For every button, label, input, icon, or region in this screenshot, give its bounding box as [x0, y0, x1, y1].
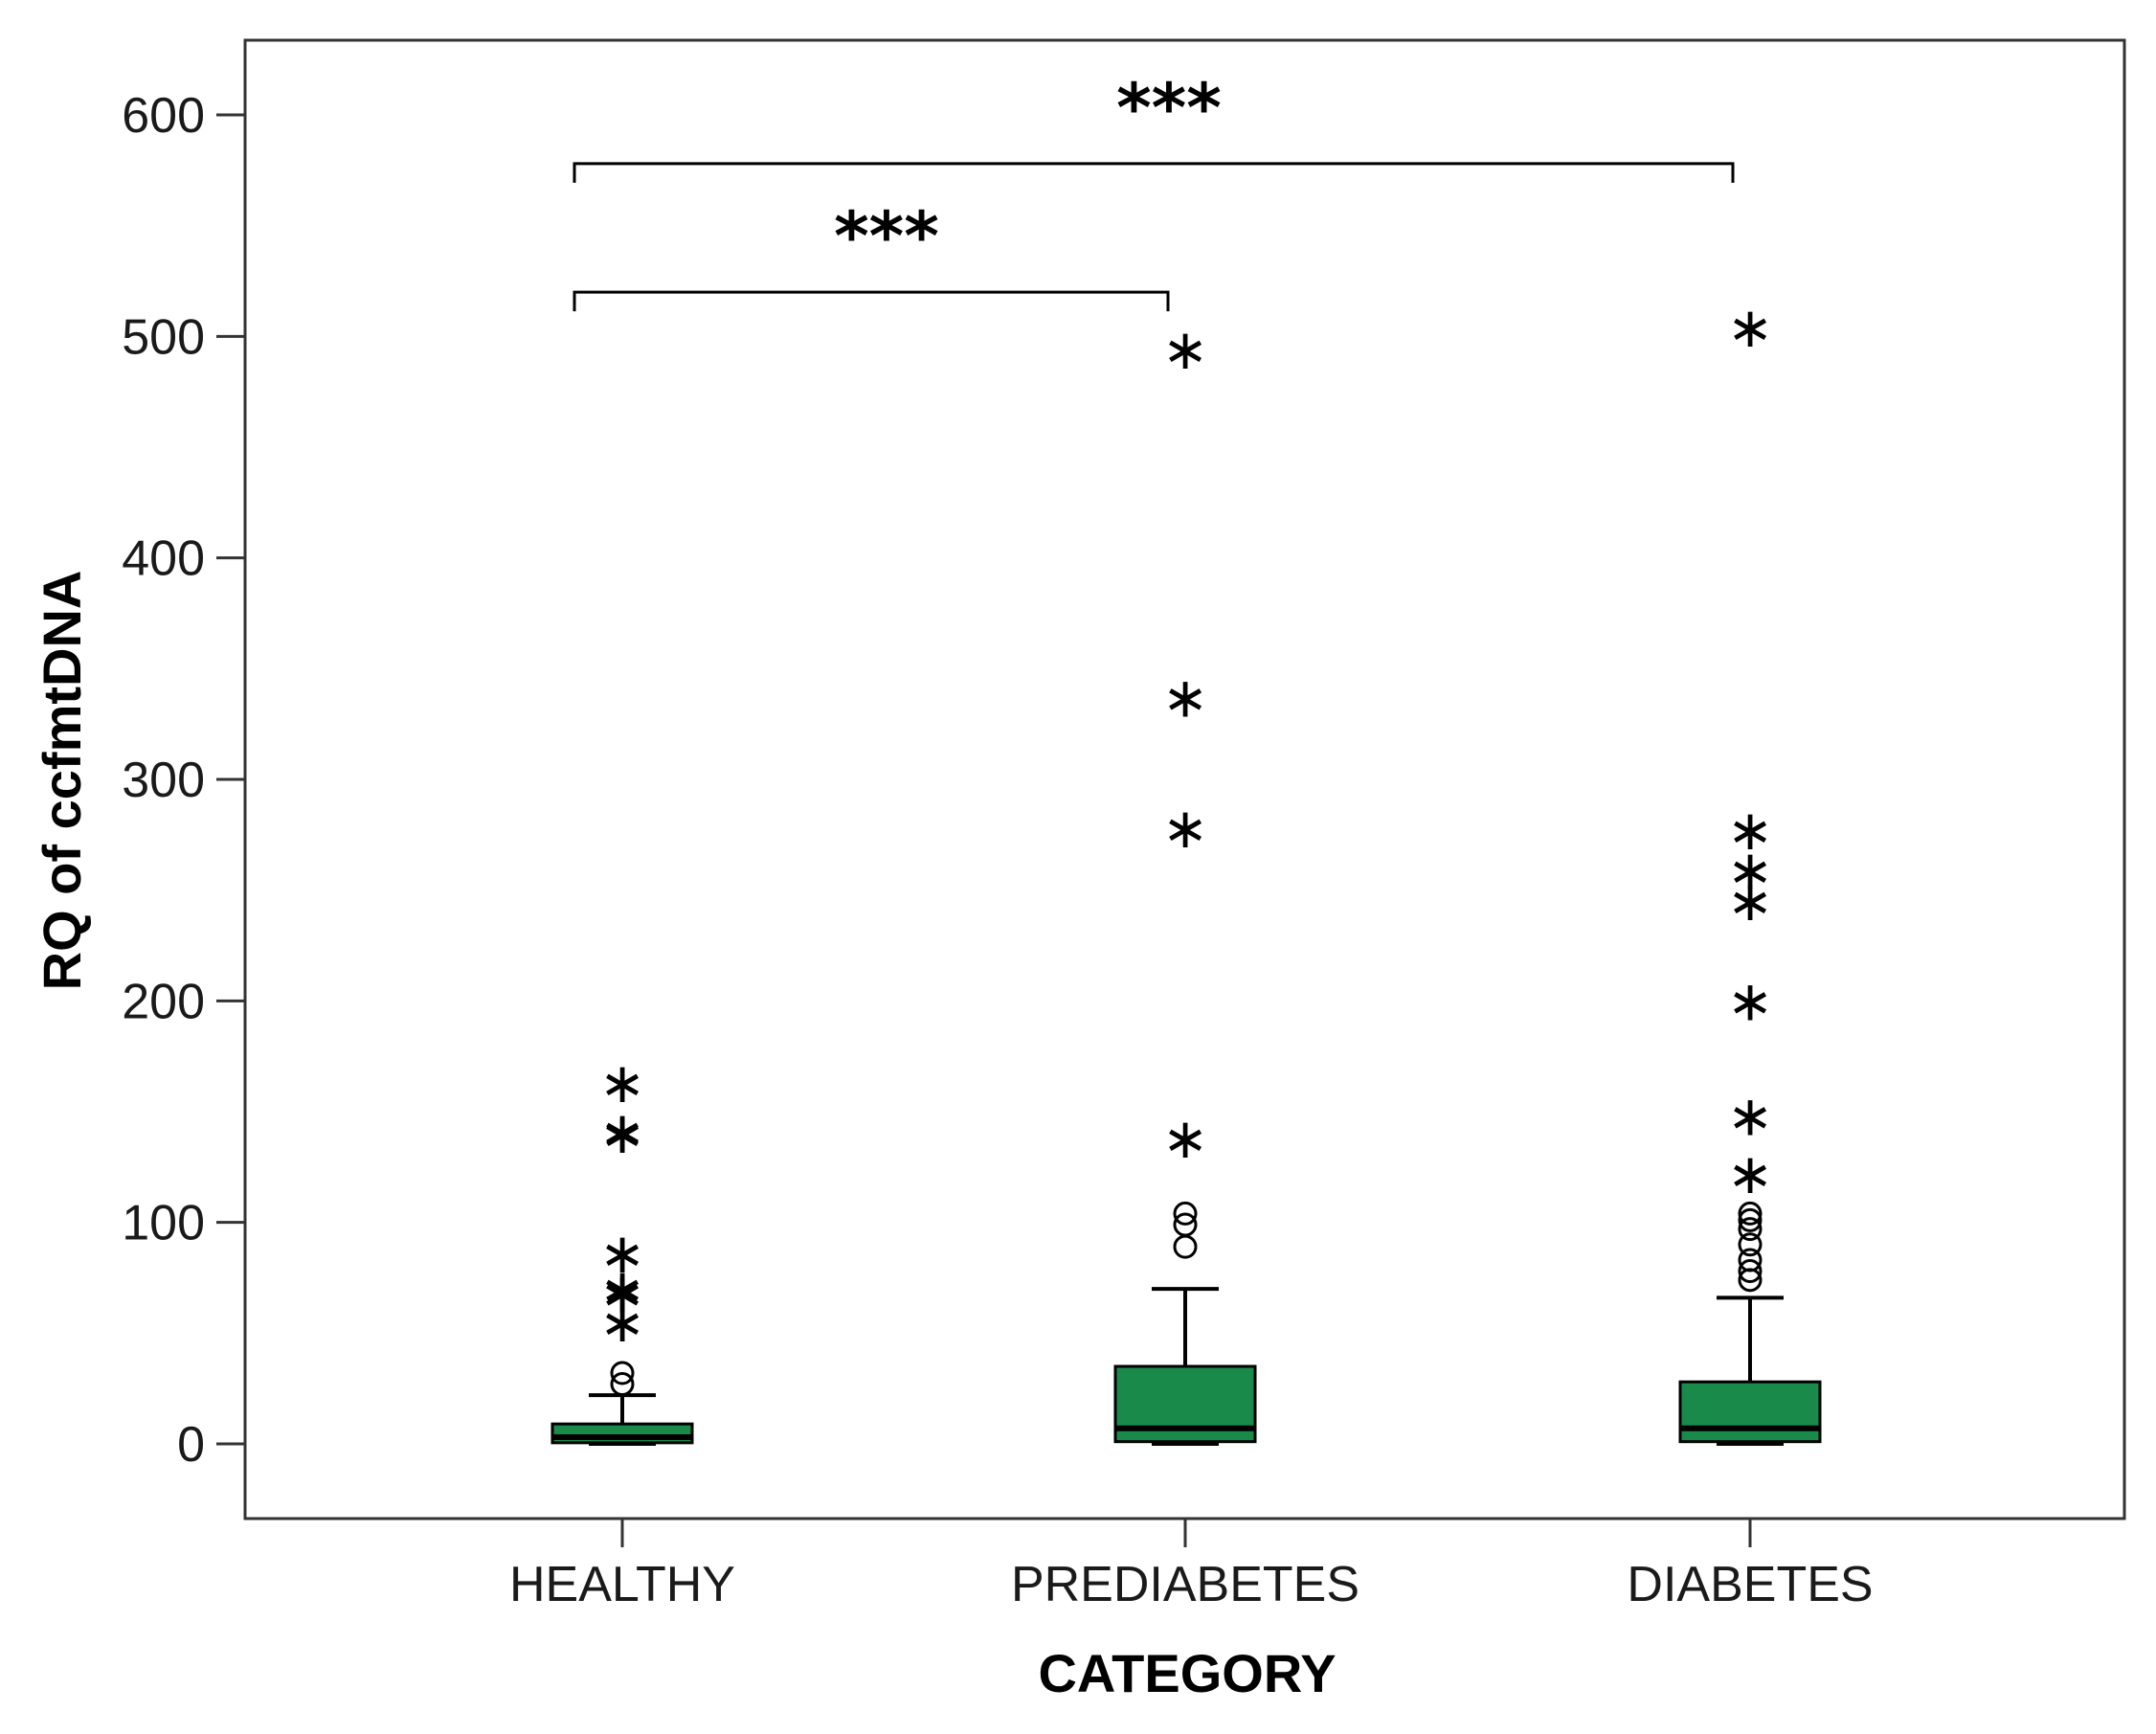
outlier-star: ∗ — [1727, 295, 1774, 360]
outlier-star: ∗ — [1727, 1141, 1774, 1206]
outlier-star: ∗ — [1162, 1106, 1209, 1171]
outlier-star: ∗ — [1162, 317, 1209, 382]
outlier-star: ∗ — [599, 1261, 646, 1326]
x-tick-label: PREDIABETES — [1011, 1557, 1359, 1612]
significance-bracket — [573, 162, 1735, 183]
outlier-circle — [610, 1361, 635, 1385]
outlier-star: ∗ — [599, 1099, 646, 1164]
significance-label: *** — [1116, 69, 1222, 147]
outlier-circle — [1173, 1234, 1198, 1259]
box-group-prediabetes: ∗ ∗ ∗ ∗ — [1113, 317, 1257, 1446]
outlier-circle — [1738, 1232, 1763, 1257]
outlier-circle — [1173, 1212, 1198, 1237]
x-axis-title: CATEGORY — [1038, 1643, 1336, 1703]
significance-brackets: *** *** — [573, 69, 1735, 312]
outlier-circle — [1173, 1201, 1198, 1226]
outlier-star: ∗ — [1727, 868, 1774, 934]
y-tick-label: 0 — [177, 1417, 205, 1473]
outlier-star: ∗ — [599, 1101, 646, 1166]
box-series: ∗∗∗∗∗∗∗∗∗∗∗∗∗∗∗∗∗∗ — [550, 295, 1822, 1446]
y-tick-label: 400 — [122, 531, 205, 587]
outlier-star: ∗ — [599, 1256, 646, 1321]
significance-bracket — [573, 290, 1170, 312]
y-tick-label: 100 — [122, 1196, 205, 1251]
y-tick-label: 600 — [122, 88, 205, 144]
outlier-circle — [1738, 1207, 1763, 1232]
y-tick-label: 300 — [122, 753, 205, 808]
y-axis: 0 100 200 300 400 500 600 — [122, 88, 245, 1473]
x-tick-label: DIABETES — [1627, 1557, 1873, 1612]
outlier-star: ∗ — [599, 1221, 646, 1286]
box-group-diabetes: ∗∗∗∗∗∗∗ — [1678, 295, 1822, 1446]
outlier-star: ∗ — [1727, 838, 1774, 903]
outlier-circle — [1738, 1217, 1763, 1242]
outlier-circle — [1738, 1248, 1763, 1272]
outlier-circle — [610, 1372, 635, 1397]
outlier-star: ∗ — [1162, 796, 1209, 861]
outlier-star: ∗ — [1727, 968, 1774, 1033]
outlier-star: ∗ — [1727, 798, 1774, 863]
outlier-circle — [1738, 1259, 1763, 1284]
x-tick-label: HEALTHY — [509, 1557, 735, 1612]
box-group-healthy: ∗∗∗∗∗∗∗ — [550, 1050, 694, 1446]
y-tick-label: 500 — [122, 309, 205, 365]
outlier-circle — [1738, 1201, 1763, 1226]
y-axis-title: RQ of ccfmtDNA — [32, 571, 92, 991]
x-axis: HEALTHY PREDIABETES DIABETES — [509, 1519, 1874, 1612]
y-tick-label: 200 — [122, 974, 205, 1029]
outlier-star: ∗ — [1162, 664, 1209, 730]
outlier-star: ∗ — [1727, 1084, 1774, 1149]
iqr-box — [1678, 1380, 1822, 1444]
outlier-star: ∗ — [599, 1050, 646, 1115]
significance-label: *** — [834, 197, 939, 276]
outlier-star: ∗ — [599, 1290, 646, 1355]
